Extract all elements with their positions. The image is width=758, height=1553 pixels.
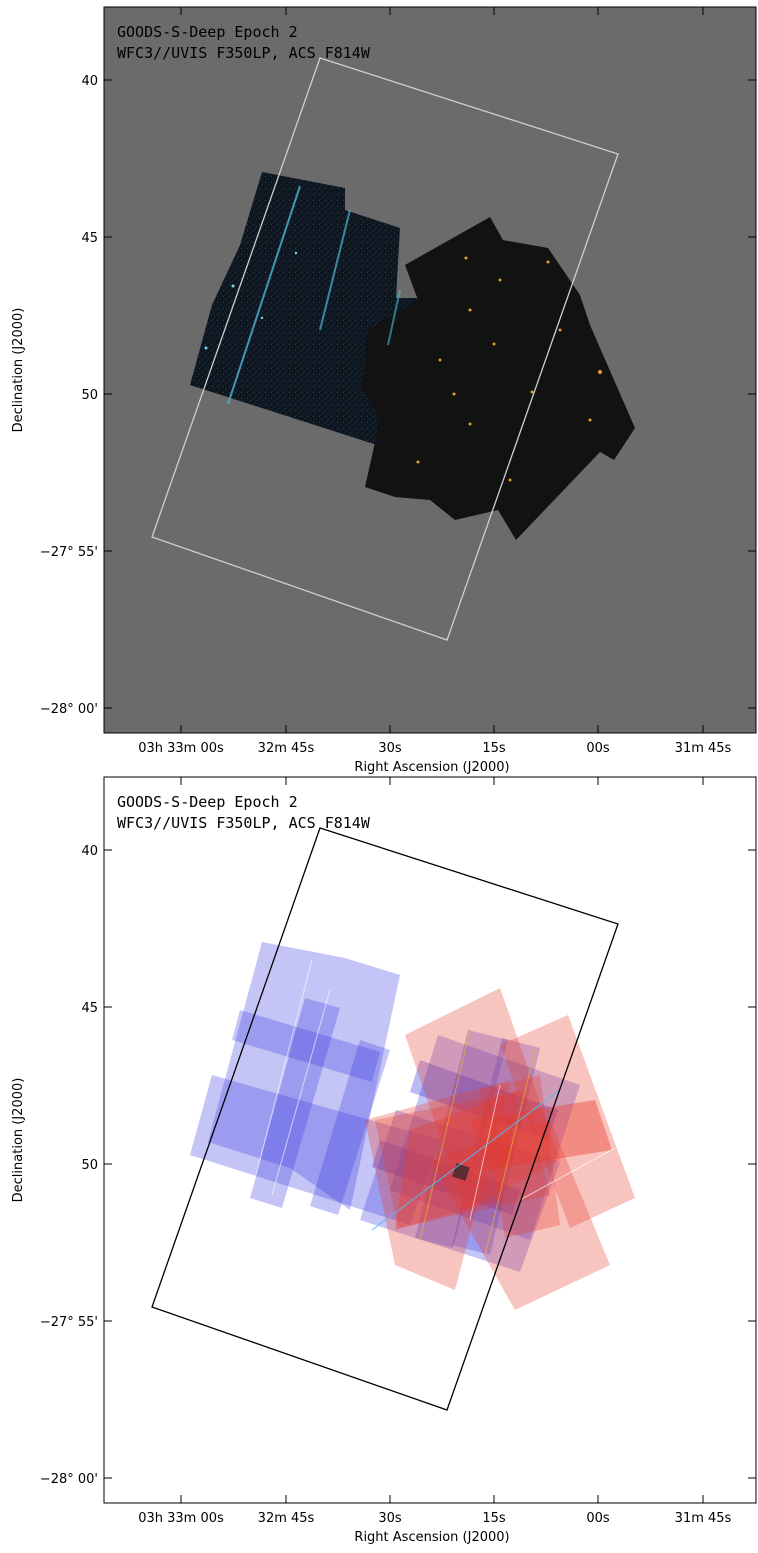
- plot-frame: [103, 776, 757, 1504]
- detector-stripe: [227, 185, 301, 405]
- acs-footprint: [405, 988, 560, 1210]
- axis-ticks: [104, 777, 756, 1503]
- plot-area-background: [104, 777, 756, 1503]
- x-tick-label: 15s: [482, 741, 506, 756]
- uvis-footprint: [290, 958, 400, 1210]
- acs-footprint: [365, 1080, 510, 1290]
- x-tick-label: 03h 33m 00s: [138, 741, 224, 756]
- title-line-1: GOODS-S-Deep Epoch 2: [117, 793, 298, 811]
- y-tick-label: 50: [81, 388, 98, 403]
- detector-stripe: [387, 289, 401, 346]
- y-tick-label: −27° 55': [40, 545, 98, 560]
- y-tick-label: 45: [81, 1001, 98, 1016]
- axis-ticks: [104, 7, 756, 733]
- y-axis-label: Declination (J2000): [11, 308, 26, 433]
- uvis-footprint: [415, 1030, 508, 1248]
- title-line-1: GOODS-S-Deep Epoch 2: [117, 23, 298, 41]
- acs-footprints: [365, 988, 635, 1310]
- detector-stripe: [319, 209, 351, 331]
- uvis-footprint: [232, 1010, 380, 1082]
- x-tick-label: 03h 33m 00s: [138, 1511, 224, 1526]
- y-tick-label: −28° 00': [40, 1472, 98, 1487]
- x-tick-label: 31m 45s: [675, 1511, 732, 1526]
- y-tick-label: 45: [81, 231, 98, 246]
- survey-outline: [151, 57, 619, 641]
- x-tick-label: 15s: [482, 1511, 506, 1526]
- x-tick-label: 00s: [586, 741, 610, 756]
- x-tick-label: 30s: [378, 1511, 402, 1526]
- title-line-2: WFC3//UVIS F350LP, ACS F814W: [117, 44, 371, 62]
- y-tick-label: 40: [81, 844, 98, 859]
- title-line-2: WFC3//UVIS F350LP, ACS F814W: [117, 814, 371, 832]
- acs-footprint: [375, 1090, 550, 1228]
- y-tick-label: −27° 55': [40, 1315, 98, 1330]
- acs-footprint: [395, 1090, 520, 1230]
- acs-footprint: [480, 1075, 560, 1238]
- y-tick-label: 50: [81, 1158, 98, 1173]
- acs-footprint: [470, 1100, 612, 1170]
- survey-outline: [151, 827, 619, 1411]
- plot-frame: [103, 6, 757, 734]
- uvis-footprint: [310, 1040, 390, 1215]
- uvis-footprint: [410, 1060, 558, 1140]
- panel-image: GOODS-S-Deep Epoch 2 WFC3//UVIS F350LP, …: [11, 6, 757, 775]
- x-axis-label: Right Ascension (J2000): [354, 1530, 509, 1545]
- panel-footprints: GOODS-S-Deep Epoch 2 WFC3//UVIS F350LP, …: [11, 776, 757, 1545]
- y-axis-label: Declination (J2000): [11, 1078, 26, 1203]
- y-tick-label: −28° 00': [40, 702, 98, 717]
- uvis-footprint: [208, 942, 345, 1168]
- y-tick-label: 40: [81, 74, 98, 89]
- acs-footprint: [500, 1015, 635, 1228]
- acs-footprint: [430, 1120, 610, 1310]
- uvis-footprint: [390, 1035, 580, 1240]
- x-tick-label: 30s: [378, 741, 402, 756]
- uvis-footprint: [372, 1140, 520, 1215]
- x-tick-label: 32m 45s: [258, 1511, 315, 1526]
- x-tick-label: 00s: [586, 1511, 610, 1526]
- x-tick-label: 32m 45s: [258, 741, 315, 756]
- x-tick-label: 31m 45s: [675, 741, 732, 756]
- x-axis-label: Right Ascension (J2000): [354, 760, 509, 775]
- uvis-footprint: [250, 998, 340, 1208]
- uvis-footprint: [190, 1075, 440, 1225]
- sources: [416, 256, 602, 482]
